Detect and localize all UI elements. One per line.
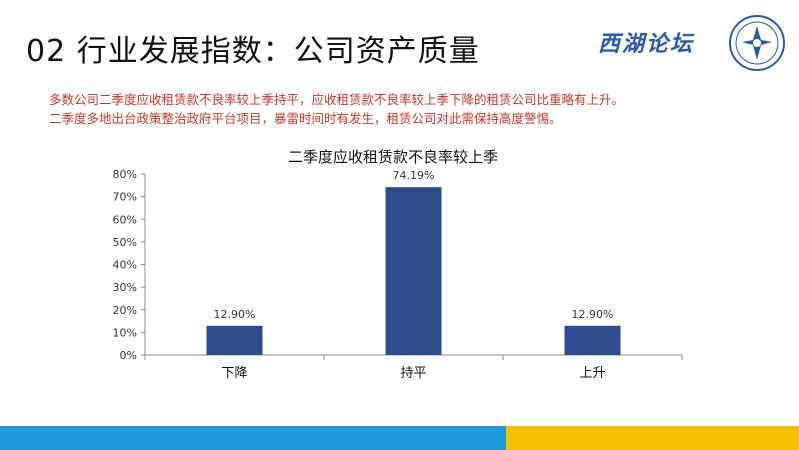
forum-logo-icon (729, 15, 785, 71)
y-axis: 0% 10% 20% 30% 40% 50% 60% 70% 80% (113, 168, 146, 362)
x-tick-label: 下降 (221, 366, 247, 381)
y-tick-label: 50% (113, 236, 137, 249)
brand-name: 西湖论坛 (598, 31, 695, 57)
bars (206, 187, 621, 355)
footer-bar-blue (0, 426, 506, 450)
y-tick-label: 70% (113, 191, 137, 204)
bar-上升 (564, 325, 621, 355)
bar-data-label: 12.90% (572, 308, 614, 321)
y-tick-label: 30% (113, 281, 137, 294)
y-tick-label: 60% (113, 213, 137, 226)
slide-title: 02 行业发展指数：公司资产质量 (26, 34, 480, 69)
bar-data-label: 74.19% (393, 169, 435, 182)
chart-title: 二季度应收租赁款不良率较上季 (288, 148, 498, 166)
x-tick-label: 持平 (400, 366, 426, 381)
x-tick-labels: 下降 持平 上升 (221, 366, 605, 381)
description-line-2: 二季度多地出台政策整治政府平台项目，暴雷时间时有发生，租赁公司对此需保持高度警惕… (49, 111, 562, 126)
slide-description: 多数公司二季度应收租赁款不良率较上季持平，应收租赁款不良率较上季下降的租赁公司比… (49, 90, 624, 128)
y-tick-label: 40% (113, 259, 137, 272)
y-tick-label: 80% (113, 168, 137, 181)
x-axis (144, 354, 683, 360)
bar-下降 (206, 325, 263, 355)
description-line-1: 多数公司二季度应收租赁款不良率较上季持平，应收租赁款不良率较上季下降的租赁公司比… (49, 92, 625, 107)
x-tick-label: 上升 (579, 366, 605, 381)
footer-bar-yellow (506, 426, 799, 450)
bar-data-label: 12.90% (214, 308, 256, 321)
y-tick-label: 0% (120, 349, 137, 362)
y-tick-label: 20% (113, 304, 137, 317)
y-tick-label: 10% (113, 326, 137, 339)
bar-持平 (385, 187, 442, 355)
bar-data-labels: 12.90% 74.19% 12.90% (214, 169, 614, 321)
